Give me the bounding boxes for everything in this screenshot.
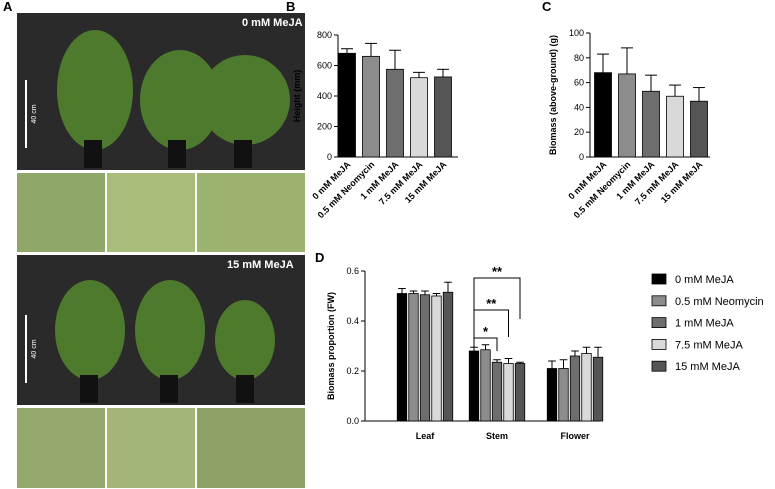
significance-label: ** bbox=[492, 264, 503, 279]
panel-letter: D bbox=[315, 250, 324, 265]
bar bbox=[592, 356, 604, 422]
bar bbox=[386, 68, 404, 158]
y-tick-label: 200 bbox=[317, 122, 332, 132]
x-tick-label: Leaf bbox=[416, 431, 436, 441]
photo bbox=[17, 408, 105, 488]
bar bbox=[569, 355, 581, 422]
scale-label: 40 cm bbox=[31, 104, 38, 123]
legend-label: 7.5 mM MeJA bbox=[675, 339, 744, 351]
photo bbox=[197, 408, 305, 488]
pot bbox=[80, 375, 98, 403]
legend-swatch bbox=[651, 317, 667, 329]
y-tick-label: 20 bbox=[574, 127, 584, 137]
y-axis-label: Height (mm) bbox=[292, 70, 302, 123]
y-tick-label: 0.6 bbox=[346, 266, 359, 276]
y-tick-label: 100 bbox=[569, 28, 584, 38]
photo bbox=[107, 408, 195, 488]
plant-drawing bbox=[57, 30, 290, 150]
photo bbox=[197, 173, 305, 252]
pot bbox=[234, 140, 252, 168]
y-tick-label: 0 bbox=[579, 152, 584, 162]
significance-bracket bbox=[473, 309, 509, 350]
legend-label: 1 mM MeJA bbox=[675, 318, 734, 330]
pot bbox=[160, 375, 178, 403]
photo-label: 0 mM MeJA bbox=[242, 17, 303, 29]
bar bbox=[431, 295, 442, 422]
photo-label: 15 mM MeJA bbox=[227, 259, 294, 271]
bar bbox=[410, 77, 428, 158]
bar bbox=[558, 368, 569, 422]
legend-swatch bbox=[651, 273, 667, 285]
bar bbox=[581, 353, 592, 422]
panel-letter: C bbox=[542, 0, 552, 14]
bar bbox=[690, 100, 708, 158]
bar bbox=[514, 363, 526, 422]
bar bbox=[618, 73, 636, 158]
bar bbox=[362, 55, 380, 158]
x-tick-label: Stem bbox=[486, 431, 508, 441]
bar bbox=[503, 363, 514, 422]
plant-drawing bbox=[55, 280, 275, 380]
legend-label: 0.5 mM Neomycin bbox=[675, 296, 764, 308]
bar bbox=[419, 294, 431, 422]
y-tick-label: 60 bbox=[574, 78, 584, 88]
legend-label: 15 mM MeJA bbox=[675, 361, 740, 373]
bar bbox=[338, 52, 356, 158]
pot bbox=[168, 140, 186, 168]
x-tick-label: Flower bbox=[560, 431, 590, 441]
y-tick-label: 0.2 bbox=[346, 366, 359, 376]
legend-swatch bbox=[651, 338, 667, 350]
significance-label: ** bbox=[486, 296, 497, 311]
bar bbox=[442, 291, 454, 422]
photo bbox=[107, 173, 195, 252]
bar bbox=[642, 90, 660, 158]
y-axis-label: Biomass (above-ground) (g) bbox=[548, 35, 558, 155]
panel-letter: B bbox=[286, 0, 295, 14]
y-tick-label: 0.4 bbox=[346, 316, 359, 326]
bar bbox=[594, 72, 612, 158]
y-tick-label: 0 bbox=[327, 152, 332, 162]
y-tick-label: 80 bbox=[574, 53, 584, 63]
y-tick-label: 0.0 bbox=[346, 416, 359, 426]
y-tick-label: 40 bbox=[574, 102, 584, 112]
y-tick-label: 800 bbox=[317, 30, 332, 40]
bar bbox=[666, 95, 684, 158]
bar bbox=[468, 350, 480, 422]
photo bbox=[17, 173, 105, 252]
bar bbox=[396, 293, 408, 422]
significance-bracket bbox=[473, 277, 521, 350]
significance-label: * bbox=[483, 324, 489, 339]
bar bbox=[480, 349, 491, 422]
bar bbox=[408, 293, 419, 422]
bar bbox=[546, 368, 558, 422]
pot bbox=[84, 140, 102, 168]
y-tick-label: 600 bbox=[317, 61, 332, 71]
legend-swatch bbox=[651, 360, 667, 372]
scale-label: 40 cm bbox=[31, 339, 38, 358]
y-axis-label: Biomass proportion (FW) bbox=[326, 292, 336, 400]
panel-letter: A bbox=[3, 0, 13, 14]
y-tick-label: 400 bbox=[317, 91, 332, 101]
bar bbox=[491, 361, 503, 422]
bar bbox=[434, 76, 452, 158]
pot bbox=[236, 375, 254, 403]
legend-label: 0 mM MeJA bbox=[675, 274, 734, 286]
legend-swatch bbox=[651, 295, 667, 307]
